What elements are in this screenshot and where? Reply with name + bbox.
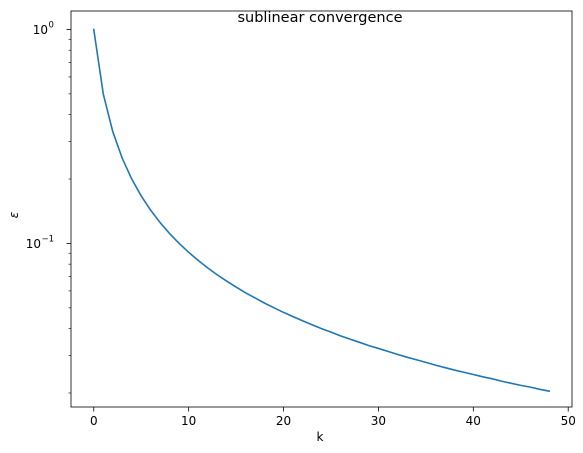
chart-title: sublinear convergence [237, 10, 402, 26]
x-tick-label: 0 [90, 414, 98, 428]
y-tick-label-base: 10 [26, 237, 41, 251]
series-layer [92, 28, 551, 393]
x-tick-label: 10 [181, 414, 196, 428]
series-line [92, 28, 551, 393]
y-axis-label: ε [7, 211, 21, 218]
y-tick-label-exponent: 0 [49, 20, 54, 30]
x-tick-label: 40 [466, 414, 481, 428]
y-tick-label-base: 10 [33, 23, 48, 37]
x-tick-label: 30 [371, 414, 386, 428]
y-tick-label-exponent: −1 [42, 234, 55, 244]
x-tick-label: 20 [276, 414, 291, 428]
x-axis-label: k [317, 430, 324, 444]
x-tick-label: 50 [561, 414, 576, 428]
plot-frame [70, 10, 573, 408]
x-axis: 0 10 20 30 40 50 [90, 407, 576, 428]
